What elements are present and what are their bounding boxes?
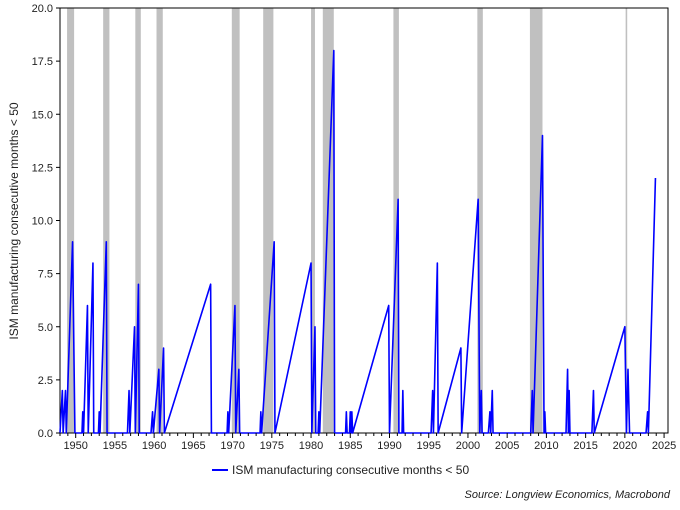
y-tick-label: 7.5 bbox=[38, 269, 53, 281]
recession-band bbox=[393, 8, 399, 433]
recession-band bbox=[135, 8, 141, 433]
x-tick-label: 1990 bbox=[377, 440, 401, 452]
x-axis: 1950 1955 1960 1965 1970 1975 1980 1985 1990 1995… bbox=[59, 433, 676, 452]
x-tick-label: 2010 bbox=[534, 440, 558, 452]
x-tick-label: 1985 bbox=[338, 440, 362, 452]
recession-band bbox=[311, 8, 315, 433]
source-note: Source: Longview Economics, Macrobond bbox=[465, 489, 671, 501]
x-tick-label: 2000 bbox=[456, 440, 480, 452]
y-tick-label: 5.0 bbox=[38, 322, 53, 334]
x-tick-label: 2025 bbox=[652, 440, 676, 452]
y-tick-label: 17.5 bbox=[32, 56, 53, 68]
plot-frame bbox=[59, 7, 669, 434]
y-tick-label: 0.0 bbox=[38, 428, 53, 440]
y-tick-label: 10.0 bbox=[32, 216, 53, 228]
x-tick-label: 2015 bbox=[573, 440, 597, 452]
legend: ISM manufacturing consecutive months < 5… bbox=[212, 463, 469, 477]
y-tick-label: 12.5 bbox=[32, 162, 53, 174]
x-tick-label: 2020 bbox=[613, 440, 637, 452]
x-tick-label: 1950 bbox=[63, 440, 87, 452]
x-tick-label: 1975 bbox=[260, 440, 284, 452]
recession-band bbox=[231, 8, 240, 433]
recession-band bbox=[529, 8, 543, 433]
series-layer bbox=[59, 49, 657, 434]
series-line bbox=[59, 49, 657, 434]
recession-band bbox=[67, 8, 75, 433]
x-tick-label: 1965 bbox=[181, 440, 205, 452]
recession-band bbox=[477, 8, 483, 433]
recession-band bbox=[156, 8, 163, 433]
legend-label: ISM manufacturing consecutive months < 5… bbox=[232, 463, 469, 477]
x-tick-label: 1955 bbox=[103, 440, 127, 452]
recession-band bbox=[625, 8, 628, 433]
y-tick-label: 2.5 bbox=[38, 375, 53, 387]
x-tick-label: 1980 bbox=[299, 440, 323, 452]
recession-band bbox=[263, 8, 274, 433]
x-tick-label: 2005 bbox=[495, 440, 519, 452]
y-tick-label: 20.0 bbox=[32, 3, 53, 15]
y-axis: 0.0 2.5 5.0 7.5 10.0 12.5 15.0 17.5 20.0 bbox=[32, 3, 60, 440]
y-axis-label: ISM manufacturing consecutive months < 5… bbox=[7, 102, 21, 339]
recession-band bbox=[103, 8, 110, 433]
y-tick-label: 15.0 bbox=[32, 109, 53, 121]
x-tick-label: 1970 bbox=[220, 440, 244, 452]
x-tick-label: 1995 bbox=[416, 440, 440, 452]
x-tick-label: 1960 bbox=[142, 440, 166, 452]
